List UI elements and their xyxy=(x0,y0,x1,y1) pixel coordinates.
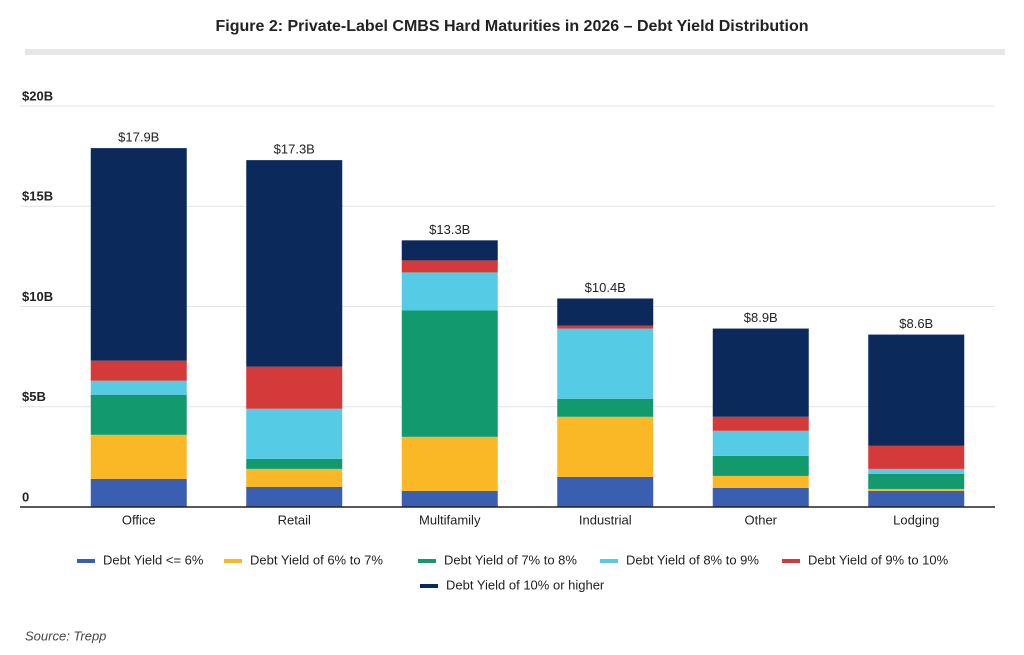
y-tick-label: $20B xyxy=(22,88,53,103)
bar-segment xyxy=(712,328,809,417)
legend-label: Debt Yield of 7% to 8% xyxy=(444,552,577,567)
legend-label: Debt Yield <= 6% xyxy=(103,552,204,567)
bar-segment xyxy=(246,468,343,487)
bar-segment xyxy=(868,473,965,489)
bar-segment xyxy=(868,468,965,474)
y-tick-label: 0 xyxy=(22,489,29,504)
bar-segment xyxy=(557,476,654,507)
source: Source: Trepp xyxy=(25,628,106,643)
bar-segment xyxy=(868,334,965,446)
bar-segment xyxy=(90,148,187,361)
bar-segment xyxy=(246,160,343,367)
bar-segment xyxy=(557,325,654,329)
bar-segment xyxy=(90,394,187,435)
chart-title: Figure 2: Private-Label CMBS Hard Maturi… xyxy=(215,18,808,35)
bar-segment xyxy=(712,430,809,456)
legend-label: Debt Yield of 9% to 10% xyxy=(808,552,949,567)
bar-segment xyxy=(401,272,498,311)
legend-label: Debt Yield of 10% or higher xyxy=(446,577,605,592)
bar-segment xyxy=(868,490,965,507)
bar-segment xyxy=(401,436,498,491)
total-label: $17.3B xyxy=(274,142,315,157)
bar-segment xyxy=(712,475,809,488)
y-tick-label: $5B xyxy=(22,389,46,404)
x-tick-label: Multifamily xyxy=(419,512,481,527)
y-tick-label: $15B xyxy=(22,189,53,204)
title-rule xyxy=(25,49,1005,55)
bar-segment xyxy=(557,416,654,477)
bar-segment xyxy=(246,458,343,469)
bar-segment xyxy=(90,380,187,395)
bar-segment xyxy=(401,240,498,261)
bar-segment xyxy=(712,416,809,431)
bar-segment xyxy=(557,298,654,326)
bar-segment xyxy=(90,478,187,507)
total-label: $8.9B xyxy=(744,310,778,325)
bar-segment xyxy=(712,455,809,476)
total-label: $8.6B xyxy=(899,316,933,331)
bar-segment xyxy=(246,486,343,507)
legend-label: Debt Yield of 6% to 7% xyxy=(250,552,383,567)
x-tick-label: Office xyxy=(122,512,156,527)
x-tick-label: Industrial xyxy=(579,512,632,527)
bar-segment xyxy=(401,260,498,273)
bar-segment xyxy=(712,487,809,507)
bar-segment xyxy=(868,488,965,491)
bar-segment xyxy=(557,398,654,417)
bar-segment xyxy=(557,328,654,399)
x-tick-label: Other xyxy=(744,512,777,527)
x-tick-label: Retail xyxy=(278,512,311,527)
bar-segment xyxy=(401,490,498,507)
total-label: $17.9B xyxy=(118,130,159,145)
legend-label: Debt Yield of 8% to 9% xyxy=(626,552,759,567)
bar-segment xyxy=(868,445,965,469)
bar-segment xyxy=(246,366,343,409)
bar-segment xyxy=(90,360,187,381)
y-tick-label: $10B xyxy=(22,289,53,304)
bar-segment xyxy=(246,408,343,459)
bar-segment xyxy=(401,310,498,437)
total-label: $10.4B xyxy=(585,280,626,295)
x-tick-label: Lodging xyxy=(893,512,939,527)
total-label: $13.3B xyxy=(429,222,470,237)
bar-segment xyxy=(90,434,187,479)
